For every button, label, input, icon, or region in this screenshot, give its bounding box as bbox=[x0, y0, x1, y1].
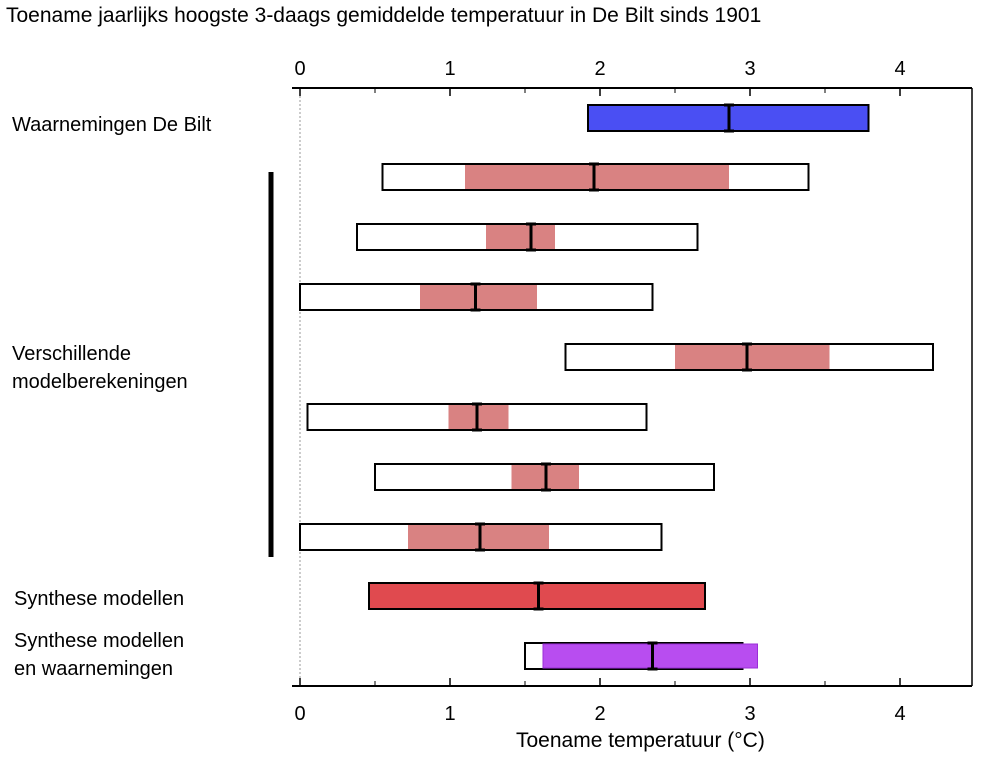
bottom-tick-label: 4 bbox=[894, 703, 905, 725]
confidence-range-bar bbox=[675, 345, 830, 369]
top-tick-label: 2 bbox=[594, 58, 605, 80]
top-tick-label: 1 bbox=[444, 58, 455, 80]
bottom-tick-label: 0 bbox=[294, 703, 305, 725]
label-synthesis-all-line2: en waarnemingen bbox=[14, 658, 173, 680]
confidence-range-bar bbox=[420, 285, 537, 309]
confidence-range-bar bbox=[542, 643, 758, 669]
label-observations: Waarnemingen De Bilt bbox=[12, 114, 212, 136]
confidence-range-bar bbox=[486, 225, 555, 249]
bottom-tick-label: 3 bbox=[744, 703, 755, 725]
label-models-line1: Verschillende bbox=[12, 343, 131, 365]
top-tick-label: 4 bbox=[894, 58, 905, 80]
bottom-tick-label: 1 bbox=[444, 703, 455, 725]
label-synthesis-all-line1: Synthese modellen bbox=[14, 630, 185, 652]
label-models-line2: modelberekeningen bbox=[12, 371, 188, 393]
top-tick-label: 0 bbox=[294, 58, 305, 80]
label-synthesis-models: Synthese modellen bbox=[14, 588, 185, 610]
confidence-range-bar bbox=[465, 165, 729, 189]
top-tick-label: 3 bbox=[744, 58, 755, 80]
bottom-tick-label: 2 bbox=[594, 703, 605, 725]
chart-title: Toename jaarlijks hoogste 3-daags gemidd… bbox=[6, 4, 762, 27]
x-axis-label: Toename temperatuur (°C) bbox=[516, 729, 765, 752]
